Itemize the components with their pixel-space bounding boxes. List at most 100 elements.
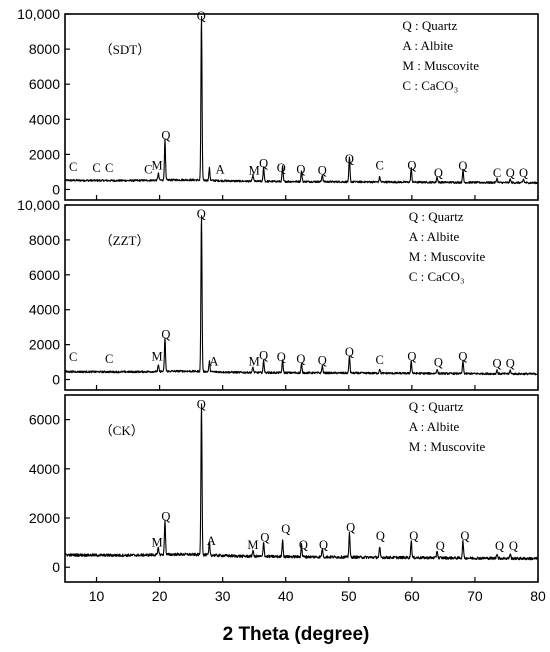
peak-label: M bbox=[247, 538, 258, 552]
peak-label: Q bbox=[319, 538, 328, 552]
peak-label: C bbox=[493, 166, 501, 180]
y-tick-label: 0 bbox=[52, 181, 60, 197]
peak-label: Q bbox=[509, 539, 518, 553]
peak-label: Q bbox=[407, 158, 416, 172]
x-tick-label: 60 bbox=[404, 588, 420, 604]
y-tick-label: 8000 bbox=[29, 41, 60, 57]
peak-label: Q bbox=[318, 354, 327, 368]
x-tick-label: 50 bbox=[341, 588, 357, 604]
peak-label: Q bbox=[277, 161, 286, 175]
x-tick-label: 80 bbox=[530, 588, 546, 604]
y-tick-label: 6000 bbox=[29, 76, 60, 92]
peak-label: Q bbox=[434, 355, 443, 369]
legend-entry: M : Muscovite bbox=[409, 249, 486, 264]
spectrum-line bbox=[64, 403, 539, 561]
peak-label: Q bbox=[197, 207, 206, 221]
sample-name: （ZZT） bbox=[100, 233, 150, 248]
peak-label: Q bbox=[296, 163, 305, 177]
y-tick-label: 0 bbox=[52, 372, 60, 388]
y-tick-label: 2000 bbox=[29, 510, 60, 526]
legend-entry: Q : Quartz bbox=[409, 399, 464, 414]
peak-label: Q bbox=[161, 128, 170, 142]
peak-label: C bbox=[105, 352, 113, 366]
peak-label: Q bbox=[407, 349, 416, 363]
legend-entry: M : Muscovite bbox=[409, 439, 486, 454]
peak-label: A bbox=[216, 163, 225, 177]
legend-entry: C : CaCO₃ bbox=[402, 78, 458, 93]
peak-label: M bbox=[152, 158, 163, 172]
peak-label: Q bbox=[277, 350, 286, 364]
legend-entry: A : Albite bbox=[402, 38, 453, 53]
peak-label: Q bbox=[492, 356, 501, 370]
y-tick-label: 6000 bbox=[29, 412, 60, 428]
peak-label: M bbox=[249, 355, 260, 369]
x-axis-title: 2 Theta (degree) bbox=[223, 624, 370, 645]
peak-label: M bbox=[152, 349, 163, 363]
panel-frame bbox=[64, 394, 539, 583]
y-tick-label: 10,000 bbox=[17, 197, 60, 213]
peak-label: Q bbox=[376, 529, 385, 543]
y-tick-label: 2000 bbox=[29, 146, 60, 162]
peak-label: Q bbox=[161, 328, 170, 342]
sample-name: （SDT） bbox=[100, 42, 151, 57]
y-tick-label: 8000 bbox=[29, 232, 60, 248]
peak-label: C bbox=[69, 350, 77, 364]
peak-label: Q bbox=[345, 152, 354, 166]
peak-label: A bbox=[209, 355, 218, 369]
legend-entry: Q : Quartz bbox=[402, 18, 457, 33]
y-tick-label: 4000 bbox=[29, 111, 60, 127]
peak-label: C bbox=[376, 158, 384, 172]
legend-entry: Q : Quartz bbox=[409, 209, 464, 224]
x-tick-label: 20 bbox=[152, 588, 168, 604]
x-tick-label: 70 bbox=[467, 588, 483, 604]
peak-label: Q bbox=[318, 164, 327, 178]
y-tick-label: 4000 bbox=[29, 302, 60, 318]
peak-label: M bbox=[152, 535, 163, 549]
peak-label: Q bbox=[259, 348, 268, 362]
peak-label: Q bbox=[197, 398, 206, 412]
peak-label: C bbox=[376, 353, 384, 367]
spectrum-line bbox=[64, 15, 539, 185]
x-tick-label: 10 bbox=[89, 588, 105, 604]
y-tick-label: 10,000 bbox=[17, 6, 60, 22]
legend-entry: M : Muscovite bbox=[402, 58, 479, 73]
peak-label: Q bbox=[296, 352, 305, 366]
peak-label: Q bbox=[458, 349, 467, 363]
peak-label: Q bbox=[260, 530, 269, 544]
peak-label: Q bbox=[259, 157, 268, 171]
peak-label: Q bbox=[506, 356, 515, 370]
peak-label: Q bbox=[161, 509, 170, 523]
peak-label: Q bbox=[434, 166, 443, 180]
spectrum-line bbox=[64, 215, 539, 376]
peak-label: Q bbox=[460, 529, 469, 543]
legend-entry: C : CaCO₃ bbox=[409, 269, 465, 284]
y-tick-label: 2000 bbox=[29, 337, 60, 353]
legend-entry: A : Albite bbox=[409, 229, 460, 244]
peak-label: C bbox=[144, 163, 152, 177]
peak-label: C bbox=[69, 160, 77, 174]
peak-label: Q bbox=[458, 159, 467, 173]
y-tick-label: 4000 bbox=[29, 461, 60, 477]
peak-label: A bbox=[207, 534, 216, 548]
peak-label: Q bbox=[197, 9, 206, 23]
peak-label: C bbox=[92, 161, 100, 175]
panel-frame bbox=[64, 204, 539, 391]
peak-label: Q bbox=[409, 529, 418, 543]
x-tick-label: 40 bbox=[278, 588, 294, 604]
peak-label: Q bbox=[299, 538, 308, 552]
panel-frame bbox=[64, 13, 539, 201]
peak-label: Q bbox=[345, 345, 354, 359]
peak-label: Q bbox=[519, 166, 528, 180]
peak-label: Q bbox=[436, 539, 445, 553]
peak-label: Q bbox=[281, 522, 290, 536]
peak-label: M bbox=[249, 164, 260, 178]
peak-label: Q bbox=[495, 539, 504, 553]
x-tick-label: 30 bbox=[215, 588, 231, 604]
y-tick-label: 0 bbox=[52, 559, 60, 575]
y-tick-label: 6000 bbox=[29, 267, 60, 283]
